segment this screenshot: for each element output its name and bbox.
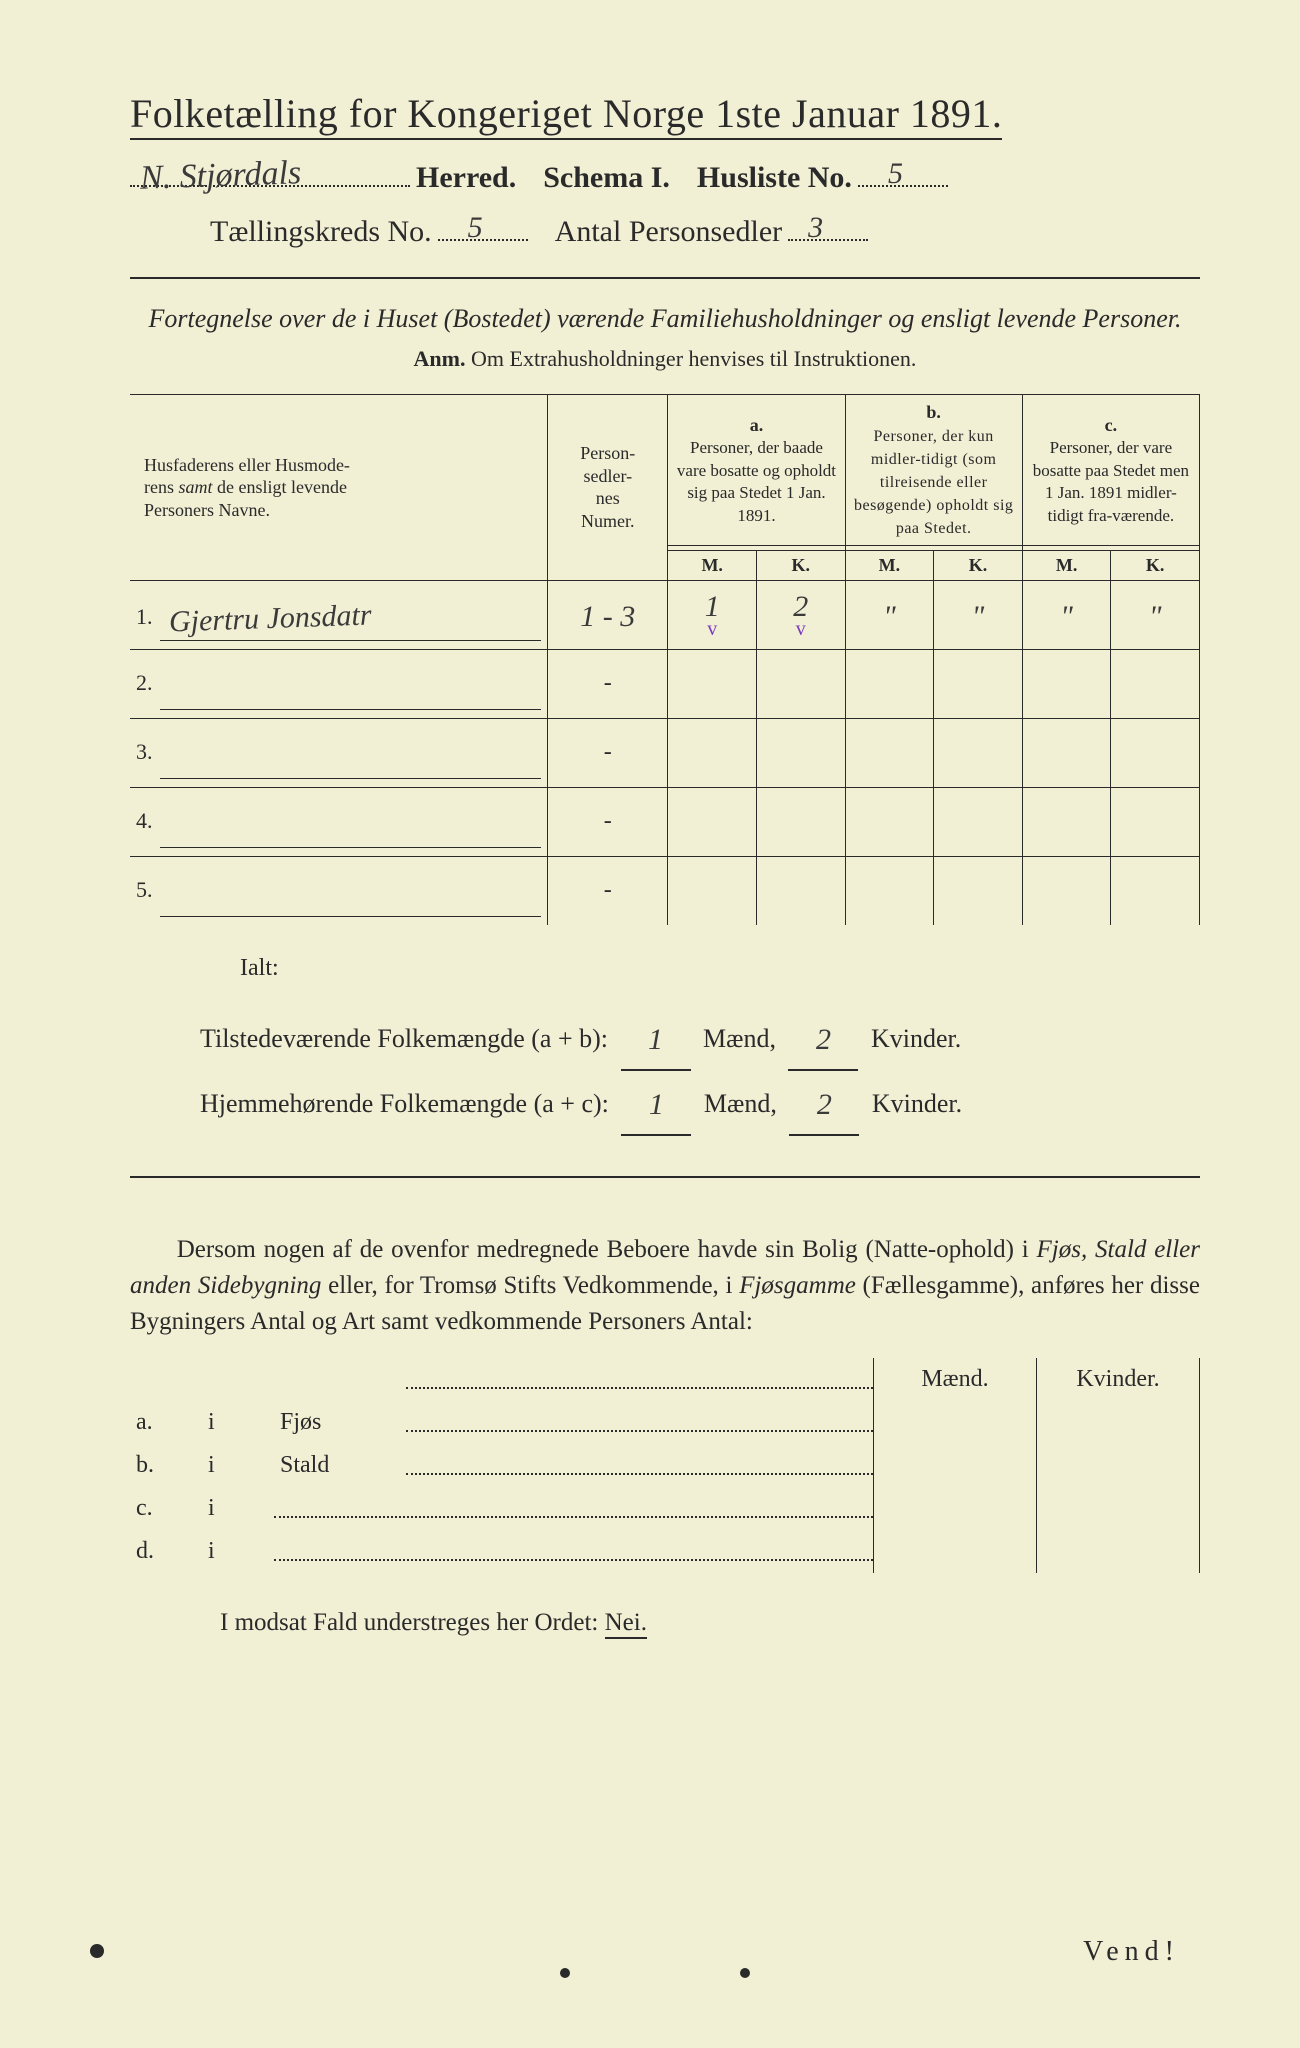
- header-line-kreds: Tællingskreds No. 5 Antal Personsedler 3: [130, 209, 1200, 249]
- totals-v1k: 2: [816, 1008, 831, 1071]
- nei-word: Nei.: [605, 1609, 647, 1639]
- lower-a: b.: [130, 1444, 202, 1487]
- antal-label: Antal Personsedler: [555, 215, 782, 249]
- hole-punch-icon: [90, 1944, 104, 1958]
- lower-a: a.: [130, 1401, 202, 1444]
- divider: [130, 1176, 1200, 1178]
- husliste-label: Husliste No.: [697, 161, 852, 195]
- table-row: 3. -: [130, 718, 1200, 787]
- cell-num: -: [548, 787, 668, 856]
- lower-row: c. i: [130, 1487, 1200, 1530]
- para-t1: Dersom nogen af de ovenfor medregnede Be…: [177, 1236, 1037, 1263]
- col-bk: K.: [934, 550, 1023, 580]
- lower-paragraph: Dersom nogen af de ovenfor medregnede Be…: [130, 1232, 1200, 1341]
- husliste-value: 5: [888, 157, 903, 191]
- totals-v1m: 1: [648, 1008, 663, 1071]
- nei-line: I modsat Fald understreges her Ordet: Ne…: [220, 1609, 1200, 1637]
- lower-i: i: [202, 1530, 274, 1573]
- lower-label: Fjøs: [274, 1401, 406, 1444]
- group-a-text: Personer, der baade vare bosatte og opho…: [677, 438, 836, 525]
- title-year: 1891.: [910, 91, 1003, 136]
- row-name: Gjertru Jonsdatr: [168, 598, 372, 639]
- lower-a: c.: [130, 1487, 202, 1530]
- kvinder-label: Kvinder.: [872, 1089, 962, 1118]
- row-num: 1.: [136, 604, 153, 629]
- herred-handwritten: N. Stjørdals: [139, 154, 301, 198]
- anm-text: Om Extrahusholdninger henvises til Instr…: [466, 346, 917, 371]
- para-t2: eller, for Tromsø Stifts Vedkommende, i: [321, 1272, 739, 1299]
- maend-label: Mænd,: [703, 1024, 776, 1053]
- lower-i: i: [202, 1487, 274, 1530]
- anm-bold: Anm.: [414, 346, 466, 371]
- lower-row: a. i Fjøs: [130, 1401, 1200, 1444]
- cell-bk: ": [972, 600, 985, 634]
- subheading: Fortegnelse over de i Huset (Bostedet) v…: [130, 301, 1200, 336]
- table-row: 2. -: [130, 649, 1200, 718]
- kreds-label: Tællingskreds No.: [210, 215, 432, 249]
- census-table: Husfaderens eller Husmode-rens samt de e…: [130, 394, 1200, 925]
- totals-v2k: 2: [817, 1073, 832, 1136]
- totals-block: Tilstedeværende Folkemængde (a + b): 1 M…: [200, 1006, 1200, 1136]
- lower-maend-header: Mænd.: [874, 1358, 1037, 1401]
- row-num: 4.: [136, 808, 153, 833]
- table-row: 1. Gjertru Jonsdatr 1 - 3 1 v 2 v " " " …: [130, 580, 1200, 649]
- lower-kvinder-header: Kvinder.: [1037, 1358, 1200, 1401]
- cell-ck: ": [1149, 600, 1162, 634]
- group-c-letter: c.: [1105, 415, 1118, 435]
- col-ak: K.: [756, 550, 845, 580]
- census-form-page: { "header": { "title_prefix": "Folketæll…: [0, 0, 1300, 2048]
- lower-label: Stald: [274, 1444, 406, 1487]
- totals-line2-label: Hjemmehørende Folkemængde (a + c):: [200, 1089, 609, 1118]
- row-num: 3.: [136, 739, 153, 764]
- nei-text: I modsat Fald understreges her Ordet:: [220, 1609, 605, 1636]
- cell-cm: ": [1060, 600, 1073, 634]
- table-row: 5. -: [130, 856, 1200, 925]
- ialt-label: Ialt:: [240, 955, 1200, 982]
- lower-row: b. i Stald: [130, 1444, 1200, 1487]
- col-am: M.: [668, 550, 757, 580]
- group-c-text: Personer, der vare bosatte paa Stedet me…: [1033, 438, 1189, 525]
- lower-i: i: [202, 1444, 274, 1487]
- col-ck: K.: [1111, 550, 1200, 580]
- cell-num: -: [548, 718, 668, 787]
- para-em2: Fjøsgamme: [739, 1272, 856, 1299]
- group-b-text: Personer, der kun midler-tidigt (som til…: [854, 428, 1013, 537]
- cell-ak: 2: [793, 590, 808, 624]
- header-line-herred: N. Stjørdals Herred. Schema I. Husliste …: [130, 155, 1200, 195]
- row-num: 5.: [136, 877, 153, 902]
- cell-bm: ": [883, 600, 896, 634]
- totals-line1-label: Tilstedeværende Folkemængde (a + b):: [200, 1024, 608, 1053]
- divider: [130, 277, 1200, 279]
- vend-label: Vend!: [1083, 1936, 1180, 1968]
- col-name-header: Husfaderens eller Husmode-rens samt de e…: [144, 455, 350, 520]
- cell-num: 1 - 3: [580, 600, 635, 634]
- lower-a: d.: [130, 1530, 202, 1573]
- herred-label: Herred.: [416, 161, 516, 195]
- ink-dot-icon: [740, 1968, 750, 1978]
- totals-v2m: 1: [649, 1073, 664, 1136]
- group-a-letter: a.: [750, 415, 764, 435]
- col-bm: M.: [845, 550, 934, 580]
- maend-label: Mænd,: [704, 1089, 777, 1118]
- page-title: Folketælling for Kongeriget Norge 1ste J…: [130, 90, 1200, 137]
- col-cm: M.: [1022, 550, 1111, 580]
- group-b-letter: b.: [926, 402, 941, 422]
- cell-num: -: [548, 856, 668, 925]
- col-num-header: Person- sedler- nes Numer.: [548, 395, 668, 581]
- lower-row: d. i: [130, 1530, 1200, 1573]
- title-prefix: Folketælling for Kongeriget Norge 1ste J…: [130, 91, 899, 136]
- cell-am: 1: [705, 590, 720, 624]
- anm-line: Anm. Om Extrahusholdninger henvises til …: [130, 346, 1200, 372]
- antal-value: 3: [808, 211, 823, 245]
- lower-i: i: [202, 1401, 274, 1444]
- lower-table: Mænd. Kvinder. a. i Fjøs b. i Stald c. i…: [130, 1358, 1200, 1573]
- kreds-value: 5: [468, 211, 483, 245]
- cell-num: -: [548, 649, 668, 718]
- row-num: 2.: [136, 670, 153, 695]
- schema-label: Schema I.: [543, 161, 670, 195]
- table-row: 4. -: [130, 787, 1200, 856]
- ink-dot-icon: [560, 1968, 570, 1978]
- kvinder-label: Kvinder.: [871, 1024, 961, 1053]
